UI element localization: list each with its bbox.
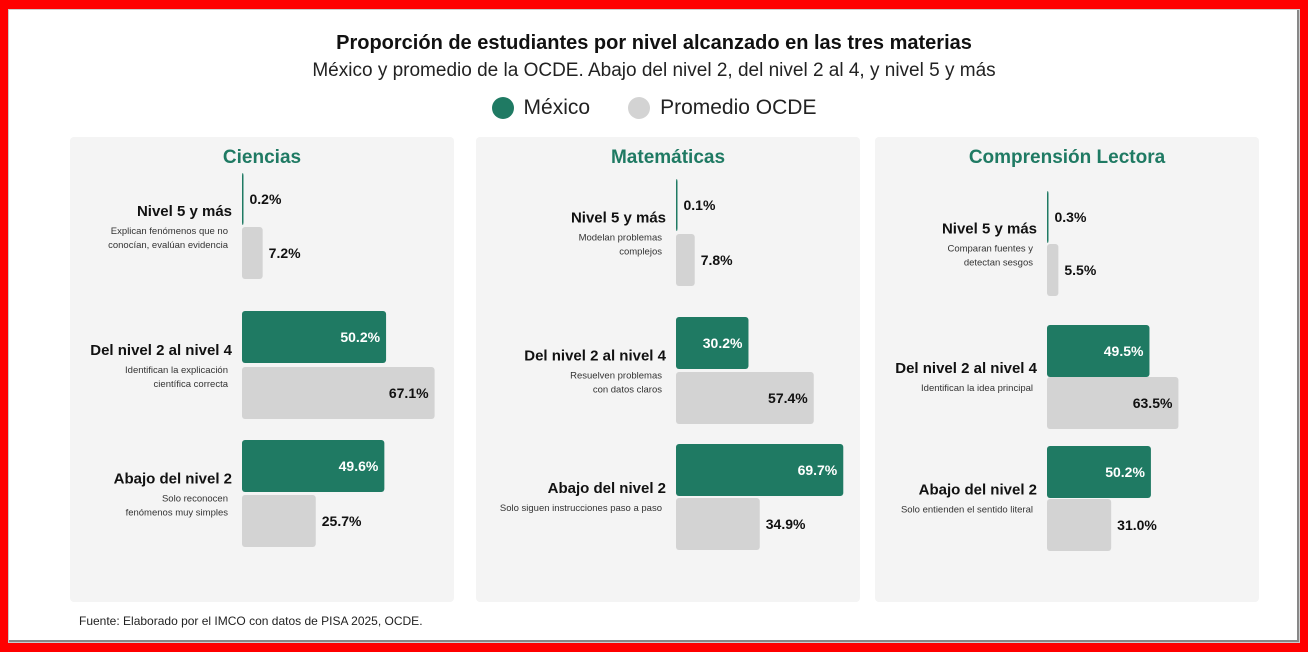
bar-mexico	[242, 440, 385, 492]
data-label-ocde: 7.2%	[269, 245, 301, 261]
category-description: Solo entienden el sentido literal	[901, 505, 1033, 516]
category-description: detectan sesgos	[964, 258, 1033, 269]
legend-label-mexico: México	[523, 96, 591, 119]
data-label-ocde: 7.8%	[701, 252, 733, 268]
panel-title-lectora: Comprensión Lectora	[968, 147, 1166, 168]
data-label-ocde: 31.0%	[1117, 517, 1157, 533]
category-description: Resuelven problemas	[570, 371, 662, 382]
source-note: Fuente: Elaborado por el IMCO con datos …	[79, 614, 423, 628]
data-label-mexico: 30.2%	[703, 335, 743, 351]
category-label: Nivel 5 y más	[137, 203, 232, 220]
panel-ciencias: Ciencias 0.2% 7.2% Nivel 5 y más Explican f…	[70, 137, 454, 602]
bar-ocde	[676, 372, 814, 424]
chart-lectora: 0.3% 5.5% Nivel 5 y más Comparan fuentes y d…	[895, 191, 1179, 551]
data-label-ocde: 57.4%	[768, 390, 808, 406]
legend-swatch-mexico	[491, 97, 514, 119]
category-label: Del nivel 2 al nivel 4	[895, 360, 1037, 377]
bar-mexico	[1047, 191, 1049, 243]
bar-ocde	[676, 498, 760, 550]
chart-subtitle: México y promedio de la OCDE. Abajo del …	[312, 60, 996, 81]
legend-label-ocde: Promedio OCDE	[660, 96, 817, 119]
data-label-mexico: 0.1%	[684, 197, 716, 213]
bar-ocde	[242, 367, 435, 419]
chart-matematicas: 0.1% 7.8% Nivel 5 y más Modelan problemas co…	[500, 179, 844, 550]
bar-ocde	[1047, 499, 1112, 551]
category-description: científica correcta	[154, 379, 229, 390]
category-description: con datos claros	[593, 385, 662, 396]
bar-mexico	[676, 444, 844, 496]
category-description: Modelan problemas	[579, 233, 663, 244]
bar-mexico	[1047, 325, 1150, 377]
bar-ocde	[242, 495, 316, 547]
bar-ocde	[1047, 244, 1059, 296]
category-label: Nivel 5 y más	[571, 210, 666, 227]
legend-swatch-ocde	[628, 97, 651, 119]
category-label: Abajo del nivel 2	[548, 480, 666, 497]
data-label-mexico: 69.7%	[798, 462, 838, 478]
category-description: Identifican la idea principal	[921, 383, 1033, 394]
category-description: Solo siguen instrucciones paso a paso	[500, 503, 662, 514]
panel-title-ciencias: Ciencias	[222, 147, 302, 168]
category-description: conocían, evalúan evidencia	[108, 240, 229, 251]
bar-mexico	[676, 179, 678, 231]
data-label-mexico: 0.2%	[250, 191, 282, 207]
category-label: Abajo del nivel 2	[919, 482, 1037, 499]
data-label-mexico: 50.2%	[340, 329, 380, 345]
data-label-ocde: 67.1%	[389, 385, 429, 401]
bar-ocde	[1047, 377, 1179, 429]
panel-title-matematicas: Matemáticas	[610, 147, 726, 168]
bar-ocde	[242, 227, 263, 279]
data-label-mexico: 49.5%	[1104, 343, 1144, 359]
data-label-ocde: 63.5%	[1133, 395, 1173, 411]
data-label-ocde: 25.7%	[322, 513, 362, 529]
chart-title: Proporción de estudiantes por nivel alca…	[336, 32, 972, 54]
bar-ocde	[676, 234, 695, 286]
panel-lectora: Comprensión Lectora 0.3% 5.5% Nivel 5 y má…	[875, 137, 1259, 602]
data-label-mexico: 49.6%	[339, 458, 379, 474]
bar-mexico	[1047, 446, 1151, 498]
category-description: complejos	[619, 247, 662, 258]
category-label: Del nivel 2 al nivel 4	[90, 342, 232, 359]
data-label-mexico: 50.2%	[1105, 464, 1145, 480]
data-label-ocde: 34.9%	[766, 516, 806, 532]
legend-item-ocde: Promedio OCDE	[628, 96, 816, 120]
category-label: Del nivel 2 al nivel 4	[524, 348, 666, 365]
category-description: Identifican la explicación	[125, 365, 228, 376]
data-label-ocde: 5.5%	[1064, 262, 1096, 278]
chart-ciencias: 0.2% 7.2% Nivel 5 y más Explican fenómenos …	[90, 173, 435, 547]
legend: México Promedio OCDE	[9, 96, 1299, 120]
bar-mexico	[242, 173, 244, 225]
legend-item-mexico: México	[491, 96, 591, 120]
category-description: Solo reconocen	[162, 494, 228, 505]
bar-mexico	[676, 317, 749, 369]
category-description: Explican fenómenos que no	[111, 226, 228, 237]
chart-frame: Proporción de estudiantes por nivel alca…	[8, 9, 1300, 643]
data-label-mexico: 0.3%	[1055, 209, 1087, 225]
category-description: Comparan fuentes y	[947, 244, 1033, 255]
category-description: fenómenos muy simples	[126, 508, 229, 519]
bar-mexico	[242, 311, 387, 363]
panel-matematicas: Matemáticas 0.1% 7.8% Nivel 5 y más Modelan…	[476, 137, 860, 602]
category-label: Abajo del nivel 2	[114, 471, 232, 488]
category-label: Nivel 5 y más	[942, 221, 1037, 238]
